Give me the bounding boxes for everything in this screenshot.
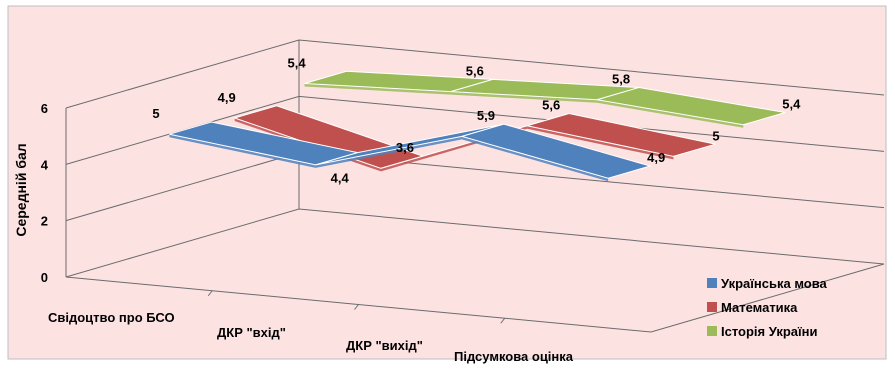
legend-label-2: Історія України xyxy=(721,324,818,339)
data-label-1-0: 4,9 xyxy=(218,90,236,105)
series-0-edge-0 xyxy=(169,134,316,168)
y-tick-label-1: 2 xyxy=(41,214,48,229)
legend-swatch-2 xyxy=(707,326,717,336)
category-label-0: Свідоцтво про БСО xyxy=(48,310,175,325)
data-label-2-2: 5,8 xyxy=(612,72,630,87)
series-1-edge-2 xyxy=(527,125,674,160)
legend-swatch-1 xyxy=(707,302,717,312)
series-2 xyxy=(304,70,786,128)
y-ticks: 0 2 4 6 xyxy=(41,101,49,285)
series-0-edge-2 xyxy=(461,136,609,182)
series-2-segment-2 xyxy=(596,86,786,126)
data-label-1-1: 3,6 xyxy=(396,140,414,155)
series-layer xyxy=(169,70,786,182)
category-label-2: ДКР "вихід" xyxy=(346,338,423,353)
series-1-segment-2 xyxy=(527,113,716,157)
category-tick-2 xyxy=(354,304,359,310)
series-0 xyxy=(169,121,652,182)
category-label-3: Підсумкова оцінка xyxy=(454,349,574,364)
legend-swatch-0 xyxy=(707,278,717,288)
data-label-2-0: 5,4 xyxy=(288,55,307,70)
data-label-1-2: 5,6 xyxy=(542,98,560,113)
y-tick-label-3: 6 xyxy=(41,101,48,116)
y-tick-label-0: 0 xyxy=(41,270,48,285)
legend-label-1: Математика xyxy=(721,300,798,315)
data-label-0-3: 4,9 xyxy=(647,150,665,165)
data-label-0-1: 4,4 xyxy=(331,171,350,186)
grid-layer xyxy=(65,39,885,333)
legend-label-0: Українська мова xyxy=(721,276,828,291)
chart-background xyxy=(7,5,887,360)
data-label-2-3: 5,4 xyxy=(782,97,801,112)
category-labels: Свідоцтво про БСО ДКР "вхід" ДКР "вихід" Пі… xyxy=(48,310,574,364)
category-tick-3 xyxy=(500,317,506,324)
data-label-1-3: 5 xyxy=(712,128,719,143)
data-label-0-2: 5,9 xyxy=(477,108,495,123)
series-2-edge-2 xyxy=(597,99,744,128)
category-tick-1 xyxy=(207,290,213,297)
data-label-0-0: 5 xyxy=(152,106,159,121)
data-labels: 5 4,4 5,9 4,9 4,9 3,6 5,6 5 5,4 5,6 5,8 5,4 xyxy=(152,55,801,185)
series-2-edge-0 xyxy=(304,83,451,95)
category-label-1: ДКР "вхід" xyxy=(217,325,286,340)
series-0-edge-1 xyxy=(315,136,462,168)
legend: Українська мова Математика Історія України xyxy=(707,276,828,339)
floor-edge xyxy=(65,263,885,333)
y-tick-label-2: 4 xyxy=(41,157,49,172)
data-label-2-1: 5,6 xyxy=(466,63,484,78)
series-2-edge-1 xyxy=(450,91,598,103)
series-0-segment-2 xyxy=(460,123,652,179)
y-axis-title: Середній бал xyxy=(13,143,29,236)
